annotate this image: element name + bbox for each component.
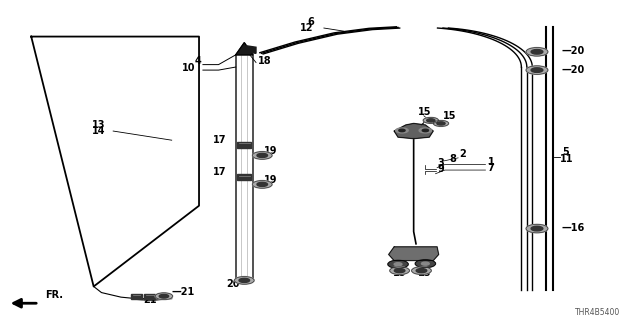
Text: 18: 18	[257, 56, 271, 66]
Polygon shape	[394, 124, 433, 139]
Text: 15: 15	[417, 107, 431, 117]
Circle shape	[257, 153, 268, 157]
Text: 12: 12	[300, 23, 314, 33]
Text: 15: 15	[394, 268, 407, 278]
Bar	[237, 142, 252, 148]
Text: 3: 3	[437, 158, 444, 168]
Circle shape	[396, 128, 408, 133]
Polygon shape	[246, 46, 256, 53]
Circle shape	[155, 293, 173, 300]
Bar	[237, 174, 252, 180]
Text: 17: 17	[213, 135, 227, 145]
Circle shape	[423, 117, 438, 124]
Circle shape	[531, 68, 543, 72]
Circle shape	[422, 262, 429, 265]
Text: 19: 19	[264, 175, 277, 186]
Circle shape	[388, 260, 408, 268]
Circle shape	[419, 128, 431, 133]
Text: 17: 17	[213, 167, 227, 177]
Text: 13: 13	[92, 120, 106, 130]
Circle shape	[159, 294, 168, 298]
Circle shape	[252, 152, 272, 159]
Text: 15: 15	[444, 111, 457, 122]
Circle shape	[415, 260, 435, 268]
Circle shape	[526, 48, 548, 56]
Text: THR4B5400: THR4B5400	[575, 308, 621, 317]
Circle shape	[526, 66, 548, 74]
Circle shape	[252, 180, 272, 188]
Text: 1: 1	[488, 156, 495, 167]
Text: 19: 19	[264, 146, 277, 156]
Circle shape	[433, 120, 449, 126]
Text: 20: 20	[226, 279, 239, 289]
Circle shape	[234, 276, 254, 284]
Text: FR.: FR.	[45, 290, 63, 300]
Text: 5: 5	[562, 148, 569, 157]
Polygon shape	[388, 247, 438, 260]
Circle shape	[257, 182, 268, 187]
Circle shape	[412, 267, 431, 275]
Bar	[145, 294, 156, 299]
Circle shape	[390, 267, 410, 275]
Circle shape	[239, 278, 250, 283]
Circle shape	[416, 268, 427, 273]
Polygon shape	[236, 43, 253, 55]
Circle shape	[526, 224, 548, 233]
Text: 8: 8	[449, 154, 456, 164]
Text: 15: 15	[417, 268, 431, 278]
Text: 21: 21	[143, 295, 157, 305]
Bar	[131, 294, 142, 299]
Circle shape	[394, 263, 402, 266]
Text: 14: 14	[92, 126, 106, 136]
Circle shape	[422, 129, 429, 132]
Text: —21: —21	[172, 287, 195, 297]
Text: —16: —16	[562, 223, 585, 233]
Circle shape	[531, 226, 543, 231]
Circle shape	[399, 129, 405, 132]
Text: —20: —20	[562, 65, 585, 75]
Text: 9: 9	[437, 164, 444, 173]
Circle shape	[531, 50, 543, 54]
Text: 6: 6	[307, 17, 314, 27]
Text: 4: 4	[195, 56, 202, 66]
Text: 7: 7	[488, 163, 495, 173]
Text: 10: 10	[182, 63, 195, 73]
Circle shape	[437, 122, 445, 125]
Circle shape	[394, 268, 405, 273]
Circle shape	[427, 119, 435, 122]
Text: 2: 2	[459, 149, 466, 159]
Text: —20: —20	[562, 46, 585, 56]
Text: 11: 11	[561, 154, 574, 164]
